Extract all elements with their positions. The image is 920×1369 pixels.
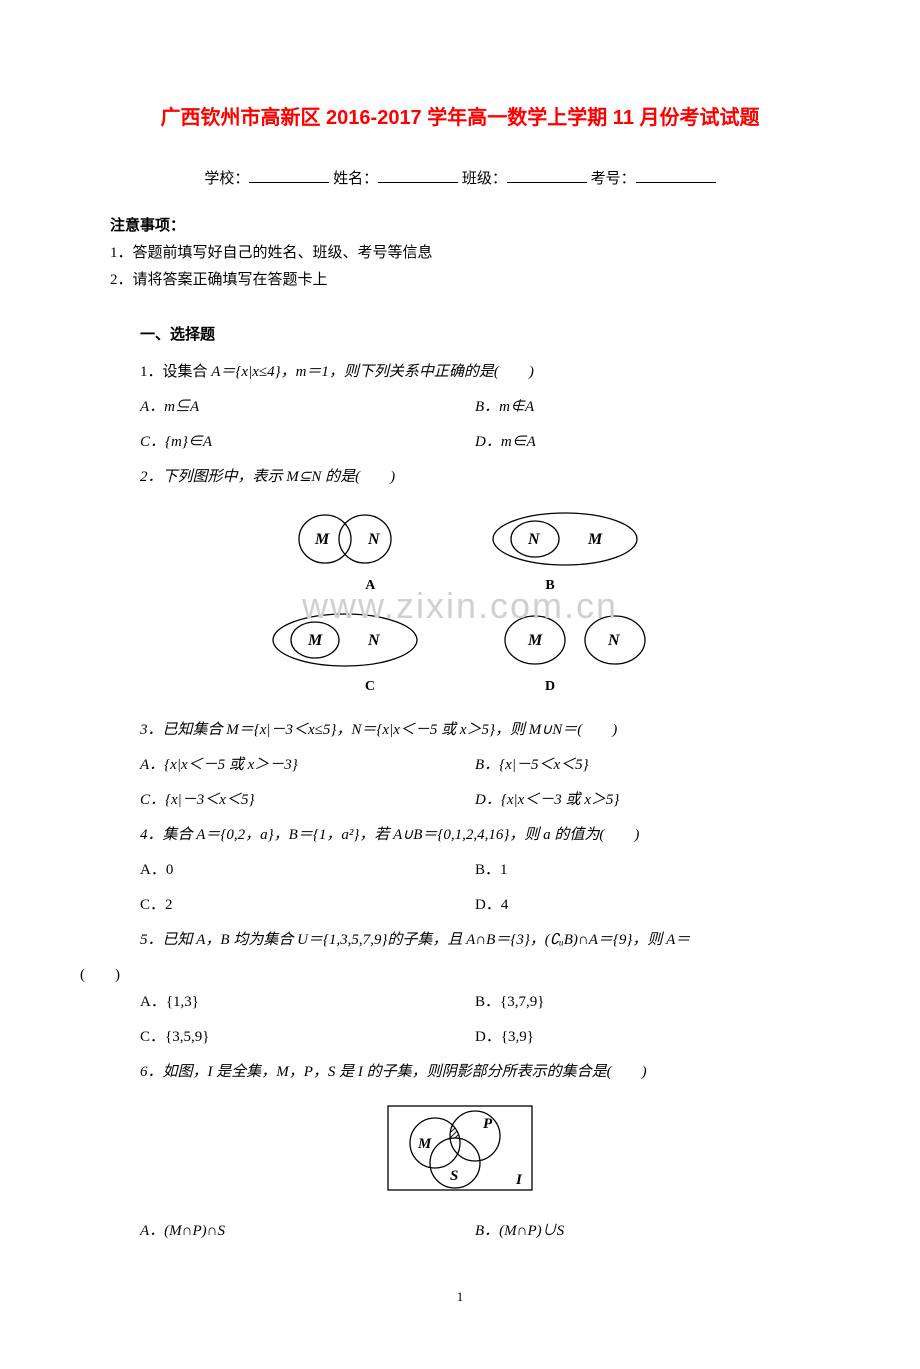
examno-blank (636, 169, 716, 183)
svg-text:N: N (527, 531, 541, 548)
q3-stem: 3．已知集合 M＝{x|－3＜x≤5}，N＝{x|x＜－5 或 x＞5}，则 M… (140, 717, 810, 744)
svg-text:N: N (367, 531, 381, 548)
svg-text:M: M (527, 632, 543, 649)
svg-text:M: M (307, 632, 323, 649)
q4-opt-a: A．0 (140, 857, 475, 884)
q4-stem: 4．集合 A＝{0,2，a}，B＝{1，a²}，若 A∪B＝{0,1,2,4,1… (140, 822, 810, 849)
section-header-1: 一、选择题 (140, 322, 810, 349)
q1-stem: 1．设集合 A＝{x|x≤4}，m＝1，则下列关系中正确的是( ) (140, 359, 810, 386)
name-label: 姓名： (333, 171, 378, 187)
svg-text:M: M (587, 531, 603, 548)
venn-a-icon: M N (270, 509, 420, 569)
venn-label-c: C (365, 674, 375, 699)
svg-text:M: M (314, 531, 330, 548)
q6-stem: 6．如图，I 是全集，M，P，S 是 I 的子集，则阴影部分所表示的集合是( ) (140, 1059, 810, 1086)
q6-opt-a: A．(M∩P)∩S (140, 1218, 475, 1245)
q1-opt-d: D．m∈A (475, 429, 810, 456)
q1-opt-b: B．m∉A (475, 394, 810, 421)
q2-venn-grid: M N N M A B www.zixin.com.cn M N M N (110, 509, 810, 699)
q6-opt-b: B．(M∩P)∪S (475, 1218, 810, 1245)
venn-label-b: B (545, 573, 554, 598)
svg-text:M: M (417, 1136, 432, 1152)
name-blank (378, 169, 458, 183)
q1-opt-a: A．m⊆A (140, 394, 475, 421)
svg-text:S: S (450, 1168, 458, 1184)
q3-opt-a: A．{x|x＜－5 或 x＞－3} (140, 752, 475, 779)
examno-label: 考号： (591, 171, 636, 187)
q5-tail: ( ) (80, 962, 810, 989)
q1-opt-c: C．{m}∈A (140, 429, 475, 456)
venn-d-icon: M N (490, 610, 660, 670)
q6-venn-icon: M P S I (380, 1098, 540, 1198)
q3-opt-d: D．{x|x＜－3 或 x＞5} (475, 787, 810, 814)
q5-opt-b: B．{3,7,9} (475, 989, 810, 1016)
svg-text:N: N (367, 632, 381, 649)
q1-stem-pre: 1．设集合 (140, 364, 211, 380)
q2-stem: 2．下列图形中，表示 M⊆N 的是( ) (140, 464, 810, 491)
class-label: 班级： (462, 171, 507, 187)
svg-text:P: P (483, 1116, 493, 1132)
q4-opt-d: D．4 (475, 892, 810, 919)
svg-text:N: N (607, 632, 621, 649)
notice-item-2: 2．请将答案正确填写在答题卡上 (110, 267, 810, 294)
q4-opt-b: B．1 (475, 857, 810, 884)
school-blank (249, 169, 329, 183)
q5-stem: 5．已知 A，B 均为集合 U＝{1,3,5,7,9}的子集，且 A∩B＝{3}… (140, 927, 810, 954)
q3-opt-b: B．{x|－5＜x＜5} (475, 752, 810, 779)
school-label: 学校： (204, 171, 249, 187)
venn-label-a: A (365, 573, 375, 598)
q5-opt-a: A．{1,3} (140, 989, 475, 1016)
meta-line: 学校： 姓名： 班级： 考号： (110, 166, 810, 193)
q6-figure: M P S I (110, 1098, 810, 1208)
page-number: 1 (110, 1285, 810, 1308)
notice-item-1: 1．答题前填写好自己的姓名、班级、考号等信息 (110, 240, 810, 267)
q5-opt-c: C．{3,5,9} (140, 1024, 475, 1051)
page-title: 广西钦州市高新区 2016-2017 学年高一数学上学期 11 月份考试试题 (110, 100, 810, 136)
venn-b-icon: N M (480, 509, 650, 569)
q4-opt-c: C．2 (140, 892, 475, 919)
svg-text:I: I (515, 1172, 523, 1188)
venn-label-d: D (545, 674, 555, 699)
class-blank (507, 169, 587, 183)
q3-opt-c: C．{x|－3＜x＜5} (140, 787, 475, 814)
venn-c-icon: M N (260, 610, 430, 670)
q1-stem-set: A＝{x|x≤4}，m＝1，则下列关系中正确的是( ) (211, 364, 534, 380)
q5-opt-d: D．{3,9} (475, 1024, 810, 1051)
notice-header: 注意事项： (110, 213, 810, 240)
